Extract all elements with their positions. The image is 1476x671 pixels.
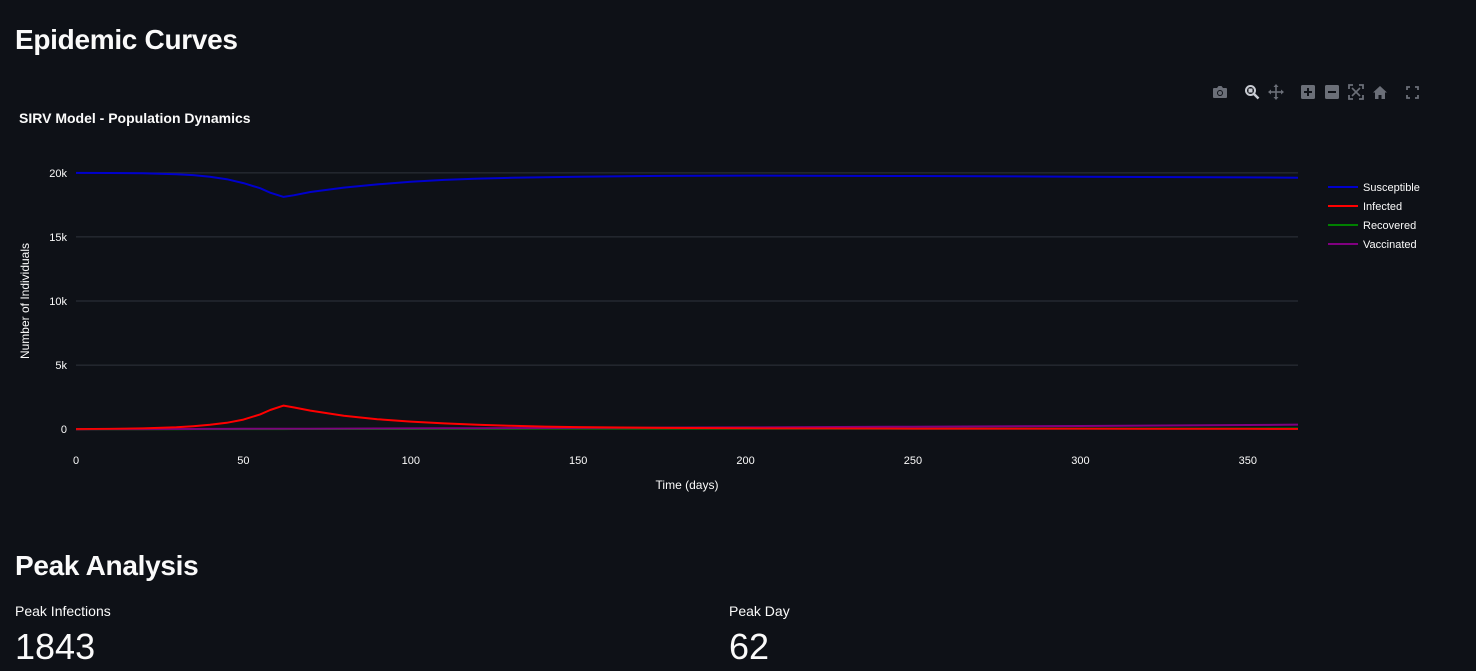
y-axis-label: Number of Individuals (18, 243, 32, 359)
legend-entry-recovered: Recovered (1363, 220, 1416, 232)
peak-infections-metric: Peak Infections 1843 (15, 603, 111, 669)
reset-axes-icon[interactable] (1368, 82, 1392, 102)
y-tick-label: 10k (49, 296, 67, 308)
y-tick-label: 5k (55, 360, 67, 372)
x-tick-label: 250 (904, 455, 922, 467)
chart-title: SIRV Model - Population Dynamics (19, 110, 251, 126)
chart-modebar (1208, 82, 1424, 102)
y-tick-label: 20k (49, 168, 67, 180)
peak-day-label: Peak Day (729, 603, 790, 619)
peak-day-value: 62 (729, 626, 770, 667)
peak-day-metric: Peak Day 62 (729, 603, 790, 669)
pan-icon[interactable] (1264, 82, 1288, 102)
x-tick-label: 150 (569, 455, 587, 467)
x-axis-label: Time (days) (656, 478, 719, 492)
peak-infections-value: 1843 (15, 626, 96, 667)
page-title: Epidemic Curves (15, 24, 238, 55)
zoom-in-icon[interactable] (1296, 82, 1320, 102)
legend-entry-infected: Infected (1363, 201, 1402, 213)
x-tick-label: 300 (1071, 455, 1089, 467)
series-line-susceptible (75, 171, 1299, 198)
legend-entry-vaccinated: Vaccinated (1363, 239, 1417, 251)
x-tick-label: 100 (402, 455, 420, 467)
chart-container[interactable]: SIRV Model - Population Dynamics 0 5k 10k 15… (0, 70, 1476, 510)
camera-icon[interactable] (1208, 82, 1232, 102)
peak-infections-label: Peak Infections (15, 603, 111, 619)
zoom-out-icon[interactable] (1320, 82, 1344, 102)
zoom-icon[interactable] (1240, 82, 1264, 102)
y-tick-label: 15k (49, 232, 67, 244)
x-tick-label: 200 (736, 455, 754, 467)
y-tick-label: 0 (61, 424, 67, 436)
x-tick-label: 50 (237, 455, 249, 467)
autoscale-icon[interactable] (1344, 82, 1368, 102)
peak-analysis-title: Peak Analysis (15, 550, 199, 581)
series-line-infected (75, 404, 1299, 431)
epidemic-chart[interactable]: SIRV Model - Population Dynamics 0 5k 10k 15… (0, 70, 1476, 510)
x-tick-label: 350 (1239, 455, 1257, 467)
x-tick-label: 0 (73, 455, 79, 467)
legend-entry-susceptible: Susceptible (1363, 182, 1420, 194)
fullscreen-icon[interactable] (1400, 82, 1424, 102)
